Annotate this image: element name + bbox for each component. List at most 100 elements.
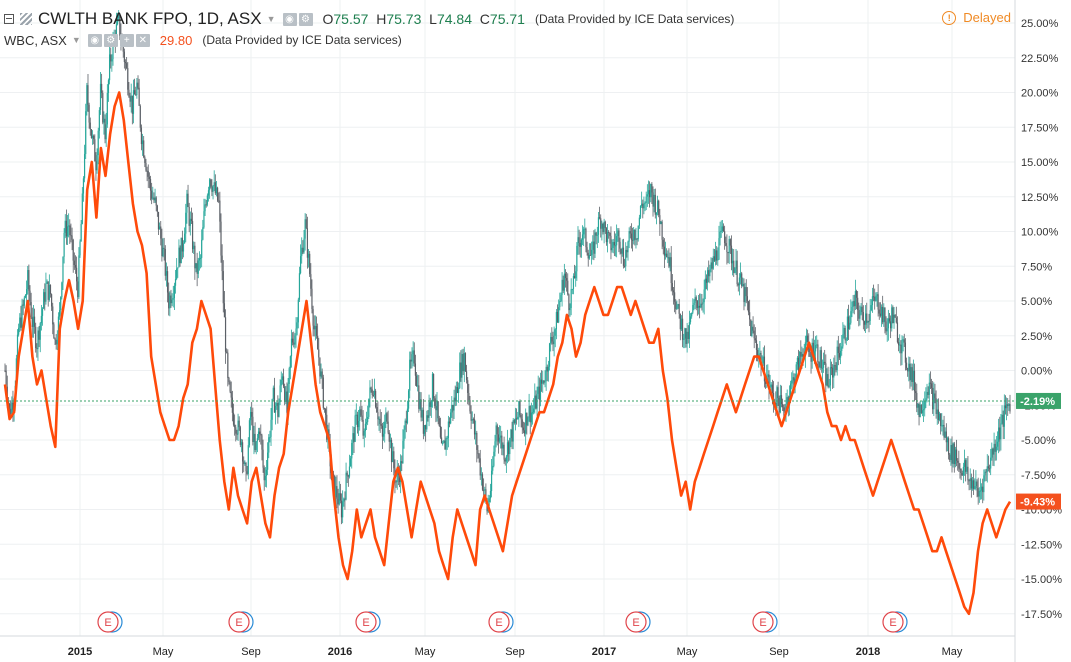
candle-body [473, 419, 476, 435]
candle-body [94, 139, 96, 162]
candle-body [527, 417, 529, 426]
candle-body [894, 314, 896, 318]
candle-body [851, 306, 853, 312]
close-icon[interactable]: ✕ [135, 33, 150, 47]
candle-body [79, 241, 81, 256]
time-axis: 2015 May Sep 2016 May Sep 2017 May Sep 2018 May [0, 635, 1015, 658]
candle-body [180, 237, 182, 264]
candle-body [867, 320, 869, 323]
eye-icon[interactable]: ◉ [282, 12, 297, 26]
alert-icon: ! [942, 10, 957, 25]
candle-body [35, 326, 37, 349]
candle-body [555, 311, 557, 330]
candle-body [841, 346, 843, 352]
candle-body [517, 416, 519, 420]
candle-body [107, 80, 110, 93]
compare-symbol-title[interactable]: WBC, ASX [4, 32, 67, 48]
delayed-badge[interactable]: ! Delayed [942, 10, 1011, 25]
candle-body [865, 313, 867, 325]
candle-body [393, 451, 395, 469]
candle-body [508, 442, 510, 455]
candle-body [148, 176, 150, 180]
plus-icon[interactable]: + [119, 33, 134, 47]
candle-body [397, 472, 399, 476]
candle-body [360, 409, 362, 416]
candle-body [127, 68, 129, 90]
candle-body [174, 278, 177, 286]
candle-body [645, 196, 647, 203]
y-tick-label: 20.00% [1021, 88, 1059, 100]
candle-body [827, 374, 829, 387]
candle-body [295, 328, 297, 336]
candle-body [679, 313, 681, 330]
candle-body [38, 330, 40, 340]
chevron-down-icon[interactable]: ▼ [71, 35, 81, 45]
candle-body [834, 365, 836, 367]
candle-body [373, 390, 376, 396]
earnings-marker-label: E [235, 617, 242, 629]
main-symbol-title[interactable]: CWLTH BANK FPO, 1D, ASX [38, 9, 262, 28]
candle-body [112, 38, 114, 60]
candle-body [263, 467, 265, 481]
candle-body [825, 363, 827, 386]
candle-body [750, 319, 752, 336]
candle-body [664, 253, 667, 256]
candle-body [955, 449, 958, 461]
candle-body [111, 59, 113, 62]
candle-body [72, 239, 74, 261]
candle-body [234, 424, 236, 428]
candle-body [771, 384, 773, 393]
candle-body [651, 183, 653, 193]
candle-body [1004, 405, 1007, 409]
candle-body [181, 237, 183, 252]
candle-body [232, 412, 235, 425]
candle-body [872, 296, 875, 298]
candle-body [701, 303, 703, 305]
candle-body [37, 330, 39, 350]
candle-body [134, 90, 136, 95]
candle-body [706, 270, 709, 283]
gear-icon[interactable]: ⚙ [298, 12, 313, 26]
candle-body [248, 420, 251, 446]
candle-body [242, 442, 244, 462]
candle-body [609, 232, 611, 236]
candle-body [662, 239, 664, 247]
candle-body [337, 498, 339, 505]
candle-body [244, 462, 246, 465]
candle-body [755, 340, 758, 350]
candle-body [813, 351, 816, 358]
candle-body [77, 281, 79, 298]
candle-body [218, 200, 220, 202]
chevron-down-icon[interactable]: ▼ [266, 14, 276, 24]
y-tick-label: 5.00% [1021, 296, 1052, 308]
gear-icon[interactable]: ⚙ [103, 33, 118, 47]
candle-body [278, 402, 280, 417]
eye-icon[interactable]: ◉ [87, 33, 102, 47]
candle-body [104, 118, 106, 140]
candle-body [434, 398, 436, 407]
candle-body [154, 197, 156, 201]
collapse-icon[interactable] [4, 14, 14, 24]
candle-body [479, 458, 481, 476]
candle-body [170, 295, 172, 304]
drag-grip-icon[interactable] [20, 13, 32, 25]
candle-body [335, 486, 337, 498]
candle-body [892, 307, 894, 324]
candle-body [307, 253, 310, 258]
candle-body [293, 342, 295, 345]
y-tick-label: 7.50% [1021, 261, 1052, 273]
candle-body [130, 95, 132, 102]
candle-body [209, 179, 211, 191]
candle-body [24, 295, 27, 298]
candle-body [646, 194, 648, 197]
candle-body [483, 489, 485, 491]
candle-body [567, 280, 569, 295]
candle-body [342, 501, 344, 518]
candle-body [202, 227, 204, 240]
candle-body [289, 356, 291, 369]
candle-body [979, 490, 982, 492]
candle-body [356, 414, 359, 428]
candle-body [658, 200, 660, 216]
candle-body [614, 245, 617, 247]
